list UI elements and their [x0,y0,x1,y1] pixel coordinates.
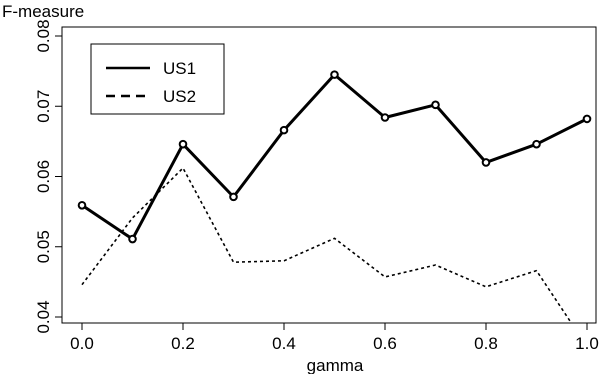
legend-label-us1: US1 [163,59,196,78]
x-axis: 0.0 0.2 0.4 0.6 0.8 1.0 [70,323,599,353]
data-point-us1 [380,113,390,122]
x-tick-label: 0.0 [70,334,94,353]
x-tick-label: 0.6 [373,334,397,353]
legend-label-us2: US2 [163,87,196,106]
data-point-us1 [128,234,137,244]
x-tick-label: 1.0 [575,334,599,353]
x-tick-label: 0.2 [171,334,195,353]
series-layer [77,70,592,323]
data-point-us1 [532,139,541,149]
x-axis-title: gamma [307,356,364,374]
data-point-us1 [279,125,289,135]
x-tick-label: 0.4 [272,334,296,353]
y-axis-title: F-measure [2,2,84,21]
series-line-us2 [81,167,573,323]
data-point-us1 [77,201,87,210]
data-point-us1 [330,70,339,79]
y-tick-label: 0.06 [34,160,53,193]
y-tick-label: 0.07 [34,90,53,123]
data-point-us1 [229,192,238,202]
data-point-us1 [481,158,491,167]
y-tick-label: 0.08 [34,19,53,52]
plot-frame [61,26,597,324]
legend: US1 US2 [90,43,225,115]
legend-box [90,43,225,115]
y-tick-label: 0.04 [34,300,53,333]
y-axis: 0.04 0.05 0.06 0.07 0.08 [34,19,62,334]
x-tick-label: 0.8 [474,334,498,353]
data-point-us1 [582,114,592,124]
y-tick-label: 0.05 [34,230,53,263]
data-point-us1 [431,100,440,110]
data-point-us1 [178,139,188,149]
